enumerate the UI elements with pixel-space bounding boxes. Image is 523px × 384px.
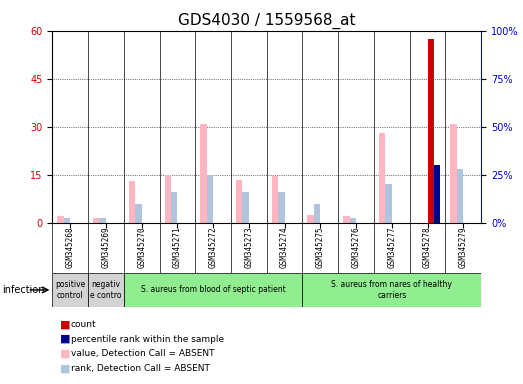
- FancyBboxPatch shape: [52, 273, 88, 307]
- Text: ■: ■: [60, 363, 71, 373]
- FancyBboxPatch shape: [124, 273, 302, 307]
- Text: negativ
e contro: negativ e contro: [90, 280, 122, 300]
- Bar: [243, 192, 249, 223]
- Bar: [434, 165, 440, 223]
- Bar: [272, 176, 278, 223]
- Text: ■: ■: [60, 349, 71, 359]
- Text: GSM345274: GSM345274: [280, 227, 289, 268]
- Bar: [343, 216, 350, 223]
- Text: ■: ■: [60, 334, 71, 344]
- Bar: [200, 124, 207, 223]
- Bar: [314, 205, 320, 223]
- Text: S. aureus from blood of septic patient: S. aureus from blood of septic patient: [141, 285, 286, 295]
- Text: GSM345268: GSM345268: [66, 227, 75, 268]
- Bar: [450, 124, 457, 223]
- Text: infection: infection: [3, 285, 45, 295]
- Bar: [129, 181, 135, 223]
- Text: S. aureus from nares of healthy
carriers: S. aureus from nares of healthy carriers: [332, 280, 452, 300]
- Bar: [171, 192, 177, 223]
- Text: GSM345271: GSM345271: [173, 227, 182, 268]
- FancyBboxPatch shape: [88, 273, 124, 307]
- Bar: [165, 175, 171, 223]
- Bar: [350, 218, 356, 223]
- Text: GSM345275: GSM345275: [316, 227, 325, 268]
- Bar: [58, 216, 64, 223]
- Text: percentile rank within the sample: percentile rank within the sample: [71, 334, 224, 344]
- Title: GDS4030 / 1559568_at: GDS4030 / 1559568_at: [178, 13, 356, 29]
- Text: GSM345269: GSM345269: [101, 227, 110, 268]
- Text: positive
control: positive control: [55, 280, 85, 300]
- Text: GSM345277: GSM345277: [388, 227, 396, 268]
- Text: count: count: [71, 320, 96, 329]
- Bar: [207, 175, 213, 223]
- FancyBboxPatch shape: [302, 273, 481, 307]
- Bar: [278, 192, 285, 223]
- Bar: [236, 180, 243, 223]
- Bar: [427, 39, 434, 223]
- Text: GSM345278: GSM345278: [423, 227, 432, 268]
- Bar: [93, 218, 99, 223]
- Bar: [135, 205, 142, 223]
- Bar: [99, 218, 106, 223]
- Bar: [457, 169, 463, 223]
- Text: value, Detection Call = ABSENT: value, Detection Call = ABSENT: [71, 349, 214, 358]
- Bar: [308, 215, 314, 223]
- Text: ■: ■: [60, 319, 71, 329]
- Text: GSM345270: GSM345270: [137, 227, 146, 268]
- Text: rank, Detection Call = ABSENT: rank, Detection Call = ABSENT: [71, 364, 210, 373]
- Text: GSM345279: GSM345279: [459, 227, 468, 268]
- Text: GSM345272: GSM345272: [209, 227, 218, 268]
- Bar: [385, 184, 392, 223]
- Bar: [64, 218, 70, 223]
- Bar: [379, 133, 385, 223]
- Text: GSM345276: GSM345276: [351, 227, 360, 268]
- Text: GSM345273: GSM345273: [244, 227, 253, 268]
